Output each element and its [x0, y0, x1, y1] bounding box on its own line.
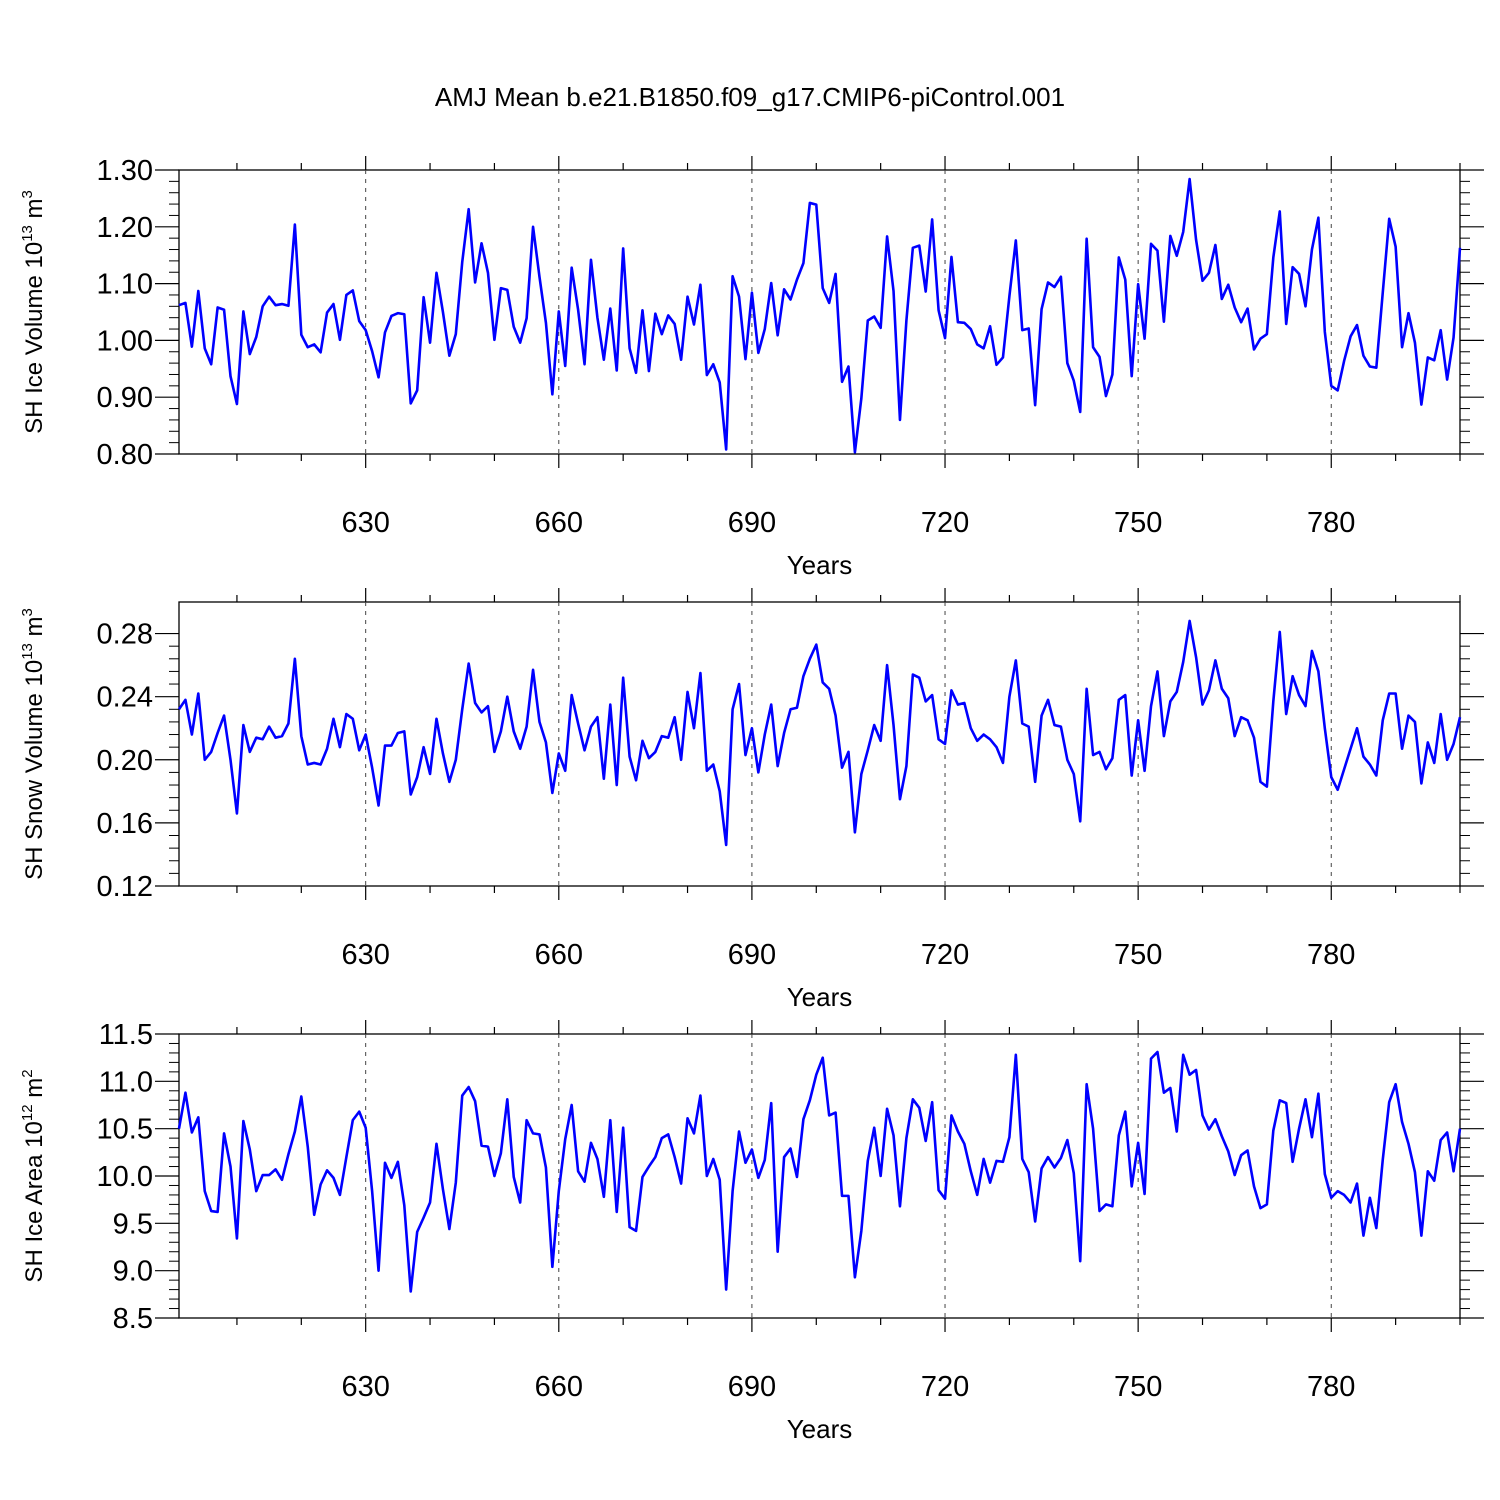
y-tick-label: 0.12 [97, 871, 153, 903]
plot-frame [178, 169, 1461, 455]
y-tick-label: 1.20 [97, 212, 153, 244]
y-tick-label: 0.16 [97, 808, 153, 840]
y-tick-label: 9.5 [113, 1208, 153, 1240]
series-line [178, 177, 1462, 454]
y-tick-label: 8.5 [113, 1303, 153, 1335]
x-tick-label: 720 [921, 1371, 969, 1403]
x-tick-label: 750 [1114, 507, 1162, 539]
x-tick-label: 780 [1307, 1371, 1355, 1403]
y-tick-label: 1.00 [97, 325, 153, 357]
x-axis-label: Years [787, 982, 853, 1012]
y-tick-label: 10.5 [97, 1114, 153, 1146]
x-tick-label: 690 [728, 507, 776, 539]
x-tick-label: 690 [728, 1371, 776, 1403]
x-tick-label: 630 [341, 939, 389, 971]
x-tick-label: 720 [921, 507, 969, 539]
x-tick-label: 690 [728, 939, 776, 971]
y-tick-label: 0.90 [97, 382, 153, 414]
x-tick-label: 750 [1114, 939, 1162, 971]
x-tick-label: 660 [535, 1371, 583, 1403]
y-tick-label: 1.30 [97, 155, 153, 187]
x-tick-label: 780 [1307, 939, 1355, 971]
chart-title: AMJ Mean b.e21.B1850.f09_g17.CMIP6-piCon… [435, 82, 1065, 112]
y-tick-label: 0.20 [97, 745, 153, 777]
x-tick-label: 720 [921, 939, 969, 971]
x-axis-label: Years [787, 1414, 853, 1444]
x-tick-label: 630 [341, 1371, 389, 1403]
x-tick-label: 660 [535, 939, 583, 971]
x-tick-label: 630 [341, 507, 389, 539]
x-tick-label: 660 [535, 507, 583, 539]
series-line [177, 1050, 1462, 1293]
y-axis-label: SH Ice Volume 1013 m3 [19, 190, 48, 434]
y-tick-label: 11.5 [99, 1019, 153, 1051]
y-tick-label: 11.0 [99, 1066, 153, 1098]
y-tick-label: 0.80 [97, 439, 153, 471]
y-tick-label: 10.0 [97, 1161, 153, 1193]
x-tick-label: 780 [1307, 507, 1355, 539]
x-axis-label: Years [787, 550, 853, 580]
plot-frame [178, 601, 1461, 887]
y-axis-label: SH Ice Area 1012 m2 [19, 1069, 48, 1282]
x-tick-label: 750 [1114, 1371, 1162, 1403]
y-tick-label: 9.0 [113, 1256, 153, 1288]
chart-panel-3: 8.5 9.0 9.5 10.0 10.5 11.0 11.5 630 660 690 720 750… [19, 1019, 1484, 1444]
y-tick-label: 0.24 [97, 682, 153, 714]
series-line [177, 619, 1462, 847]
y-axis-label: SH Snow Volume 1013 m3 [19, 608, 48, 880]
y-tick-label: 0.28 [97, 619, 153, 651]
chart-panel-1: 0.80 0.90 1.00 1.10 1.20 1.30 630 660 690 720 750 7… [19, 155, 1484, 580]
chart-panel-2: 0.12 0.16 0.20 0.24 0.28 630 660 690 720 750 780 Ye… [19, 588, 1484, 1012]
y-tick-label: 1.10 [97, 269, 153, 301]
